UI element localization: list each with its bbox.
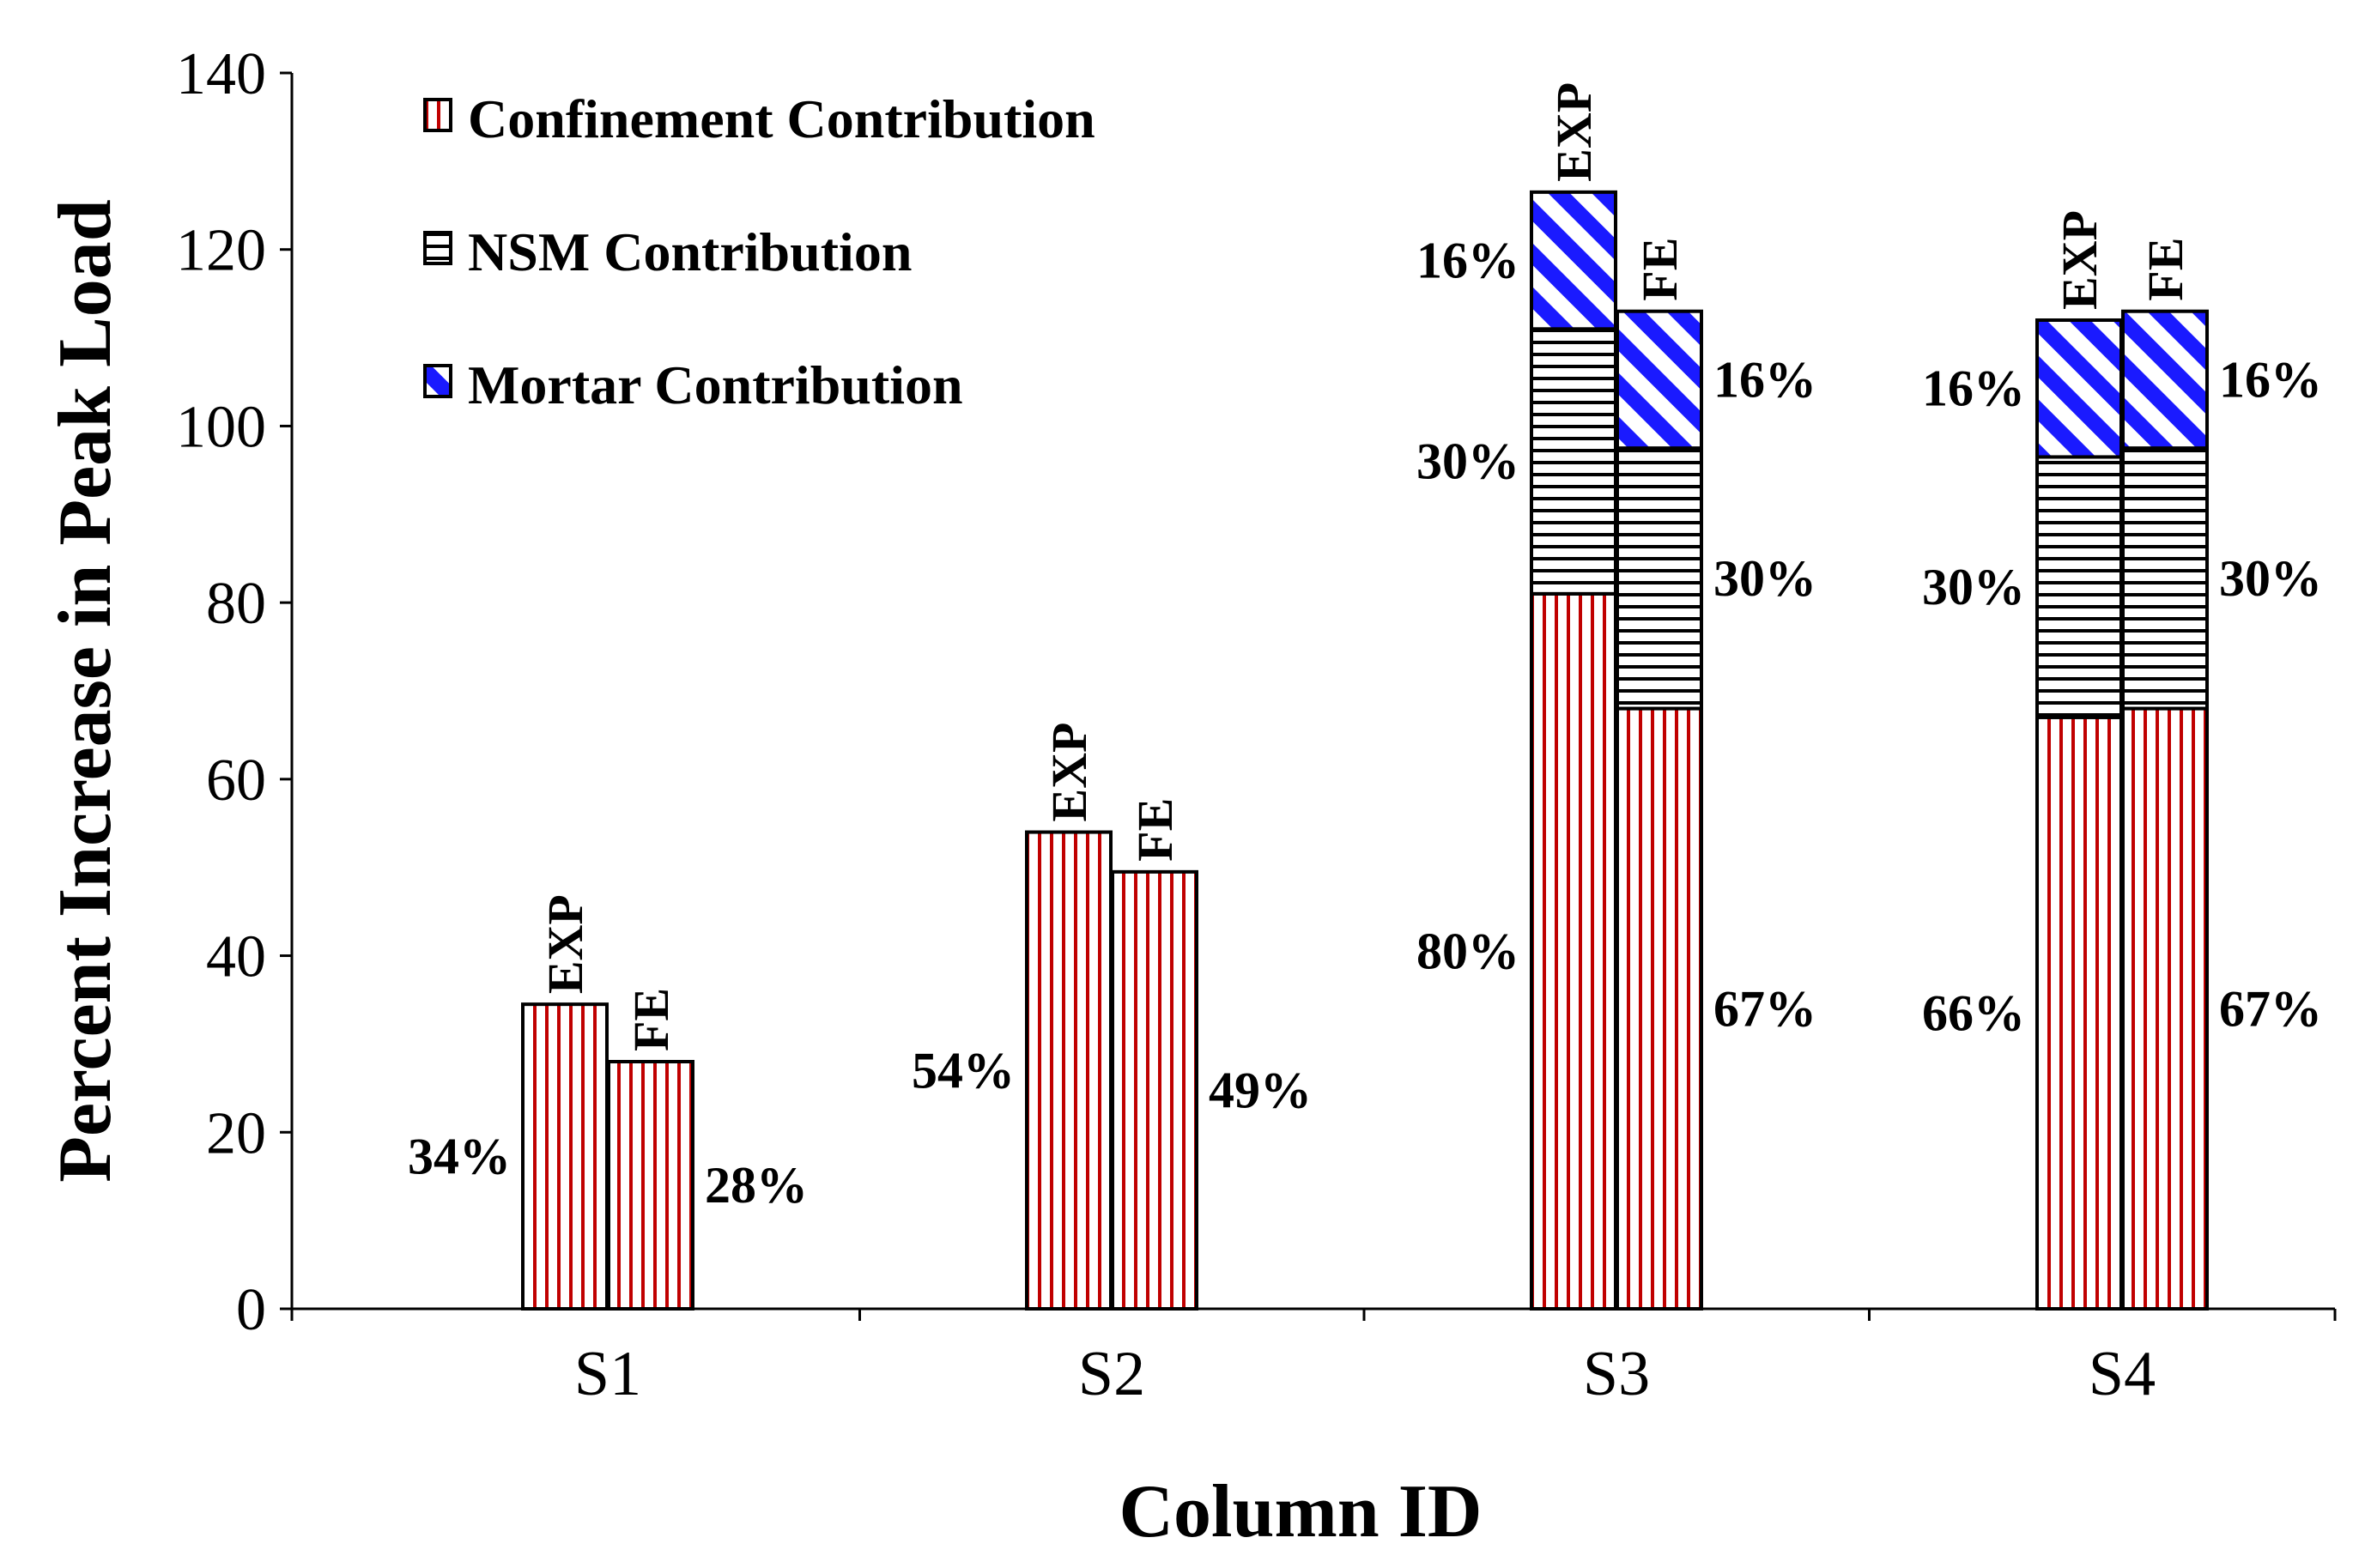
bar-s3-exp-confinement <box>1530 591 1617 1311</box>
bar-s4-exp-confinement <box>2035 715 2123 1311</box>
data-label: 30% <box>1922 559 2025 615</box>
bar-s1-fe-confinement <box>607 1060 694 1311</box>
bar-tag: FE <box>623 988 679 1051</box>
y-axis-title: Percent Increase in Peak Load <box>44 199 127 1183</box>
axes: 0 20 40 60 80 100 120 140 S1 S2 S3 S4 Column ID Perce… <box>44 41 2337 1553</box>
bar-tag: EXP <box>537 894 593 994</box>
bar-tag: EXP <box>1041 723 1097 822</box>
data-label: 16% <box>2219 351 2322 408</box>
bar-s4-exp-nsm <box>2035 455 2123 719</box>
legend-swatch-nsm <box>423 231 452 265</box>
legend-swatch-confinement <box>423 98 452 132</box>
legend-swatch-mortar <box>423 364 452 398</box>
legend: Confinement Contribution NSM Contribution… <box>423 88 1095 415</box>
y-tick-label: 120 <box>176 218 266 284</box>
y-tick-label: 20 <box>206 1100 266 1166</box>
bar-s4-fe-confinement <box>2121 706 2209 1311</box>
y-tick-label: 60 <box>206 748 266 814</box>
y-tick-label: 0 <box>236 1277 266 1343</box>
x-tick-label: S2 <box>1078 1339 1145 1409</box>
bar-tag: EXP <box>1546 82 1602 182</box>
bar-s4-fe-mortar <box>2121 309 2209 451</box>
data-label: 80% <box>1416 923 1519 979</box>
legend-label-mortar: Mortar Contribution <box>468 354 963 415</box>
y-tick-label: 40 <box>206 924 266 990</box>
bar-s2-exp-confinement <box>1025 830 1113 1311</box>
bar-tag: EXP <box>2052 210 2107 310</box>
data-label: 34% <box>408 1129 511 1185</box>
data-label: 67% <box>2219 980 2322 1037</box>
x-axis-title: Column ID <box>1119 1470 1483 1553</box>
bar-s3-fe-nsm <box>1616 446 1703 711</box>
data-label: 30% <box>1416 433 1519 490</box>
data-label: 16% <box>1713 351 1816 408</box>
legend-label-nsm: NSM Contribution <box>468 221 912 282</box>
bar-s2-fe-confinement <box>1111 869 1198 1311</box>
y-tick-label: 140 <box>176 41 266 107</box>
data-label: 16% <box>1416 233 1519 289</box>
bar-s3-exp-mortar <box>1530 190 1617 331</box>
data-label: 49% <box>1209 1062 1312 1118</box>
bar-tag: FE <box>1127 798 1183 862</box>
data-label: 67% <box>1713 980 1816 1037</box>
bar-s4-fe-nsm <box>2121 446 2209 711</box>
bar-s3-fe-confinement <box>1616 706 1703 1311</box>
data-labels: 34% EXP 28% FE 54% EXP 49% FE 80% 30% 16% EXP 67% 30%… <box>408 82 2322 1214</box>
bar-s1-exp-confinement <box>521 1002 609 1311</box>
data-label: 66% <box>1922 984 2025 1041</box>
legend-label-confinement: Confinement Contribution <box>468 88 1095 149</box>
bar-tag: FE <box>1632 238 1688 301</box>
bar-s3-exp-nsm <box>1530 327 1617 596</box>
bar-s3-fe-mortar <box>1616 309 1703 451</box>
bar-tag: FE <box>2138 238 2193 301</box>
bar-s4-exp-mortar <box>2035 318 2123 459</box>
data-label: 30% <box>2219 550 2322 607</box>
x-tick-label: S3 <box>1583 1339 1650 1409</box>
x-tick-label: S1 <box>574 1339 641 1409</box>
y-tick-label: 100 <box>176 394 266 460</box>
bars <box>521 190 2209 1311</box>
data-label: 16% <box>1922 360 2025 417</box>
data-label: 54% <box>912 1042 1015 1099</box>
y-tick-label: 80 <box>206 571 266 637</box>
data-label: 30% <box>1713 550 1816 607</box>
data-label: 28% <box>705 1157 808 1214</box>
x-tick-label: S4 <box>2089 1339 2156 1409</box>
